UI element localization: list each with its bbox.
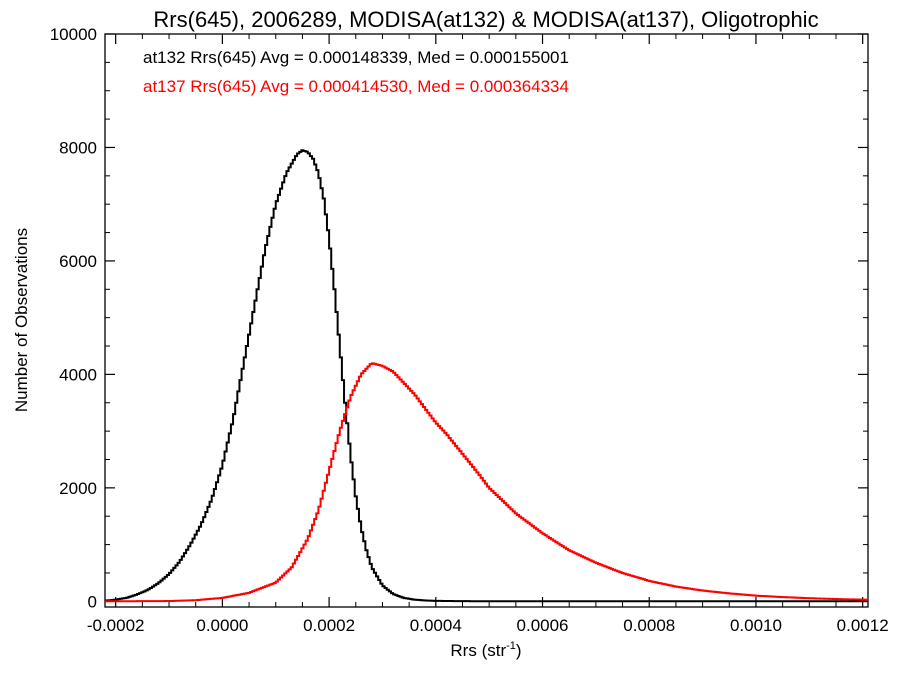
y-tick-label: 8000 [59,138,97,157]
plot-area: -0.0002 0.0000 0.0002 0.0004 0.0006 0.0008 0.0… [50,25,889,635]
chart-title: Rrs(645), 2006289, MODISA(at132) & MODIS… [153,7,818,32]
series-line-1 [105,362,868,603]
series-layer [105,149,868,603]
series-line-0 [105,149,868,603]
y-tick-label: 2000 [59,479,97,498]
y-tick-label: 10000 [50,25,97,44]
legend-text-at137: at137 Rrs(645) Avg = 0.000414530, Med = … [143,77,569,96]
ticks-layer: -0.0002 0.0000 0.0002 0.0004 0.0006 0.0008 0.0… [50,25,889,635]
y-axis-label: Number of Observations [12,228,31,412]
x-tick-label: 0.0000 [196,616,248,635]
x-tick-label: 0.0008 [623,616,675,635]
y-tick-label: 6000 [59,252,97,271]
x-tick-label: -0.0002 [87,616,145,635]
x-axis-label: Rrs (str-1) [450,640,521,660]
x-axis-label-main: Rrs (str [450,641,506,660]
x-axis-label-sup: -1 [506,640,516,652]
x-tick-label: 0.0010 [730,616,782,635]
y-tick-label: 0 [88,592,97,611]
plot-frame [104,33,869,608]
x-tick-label: 0.0012 [837,616,889,635]
y-tick-label: 4000 [59,365,97,384]
x-tick-label: 0.0002 [303,616,355,635]
legend-text-at132: at132 Rrs(645) Avg = 0.000148339, Med = … [143,48,569,67]
x-tick-label: 0.0006 [517,616,569,635]
x-axis-label-close: ) [516,641,522,660]
x-tick-label: 0.0004 [410,616,462,635]
